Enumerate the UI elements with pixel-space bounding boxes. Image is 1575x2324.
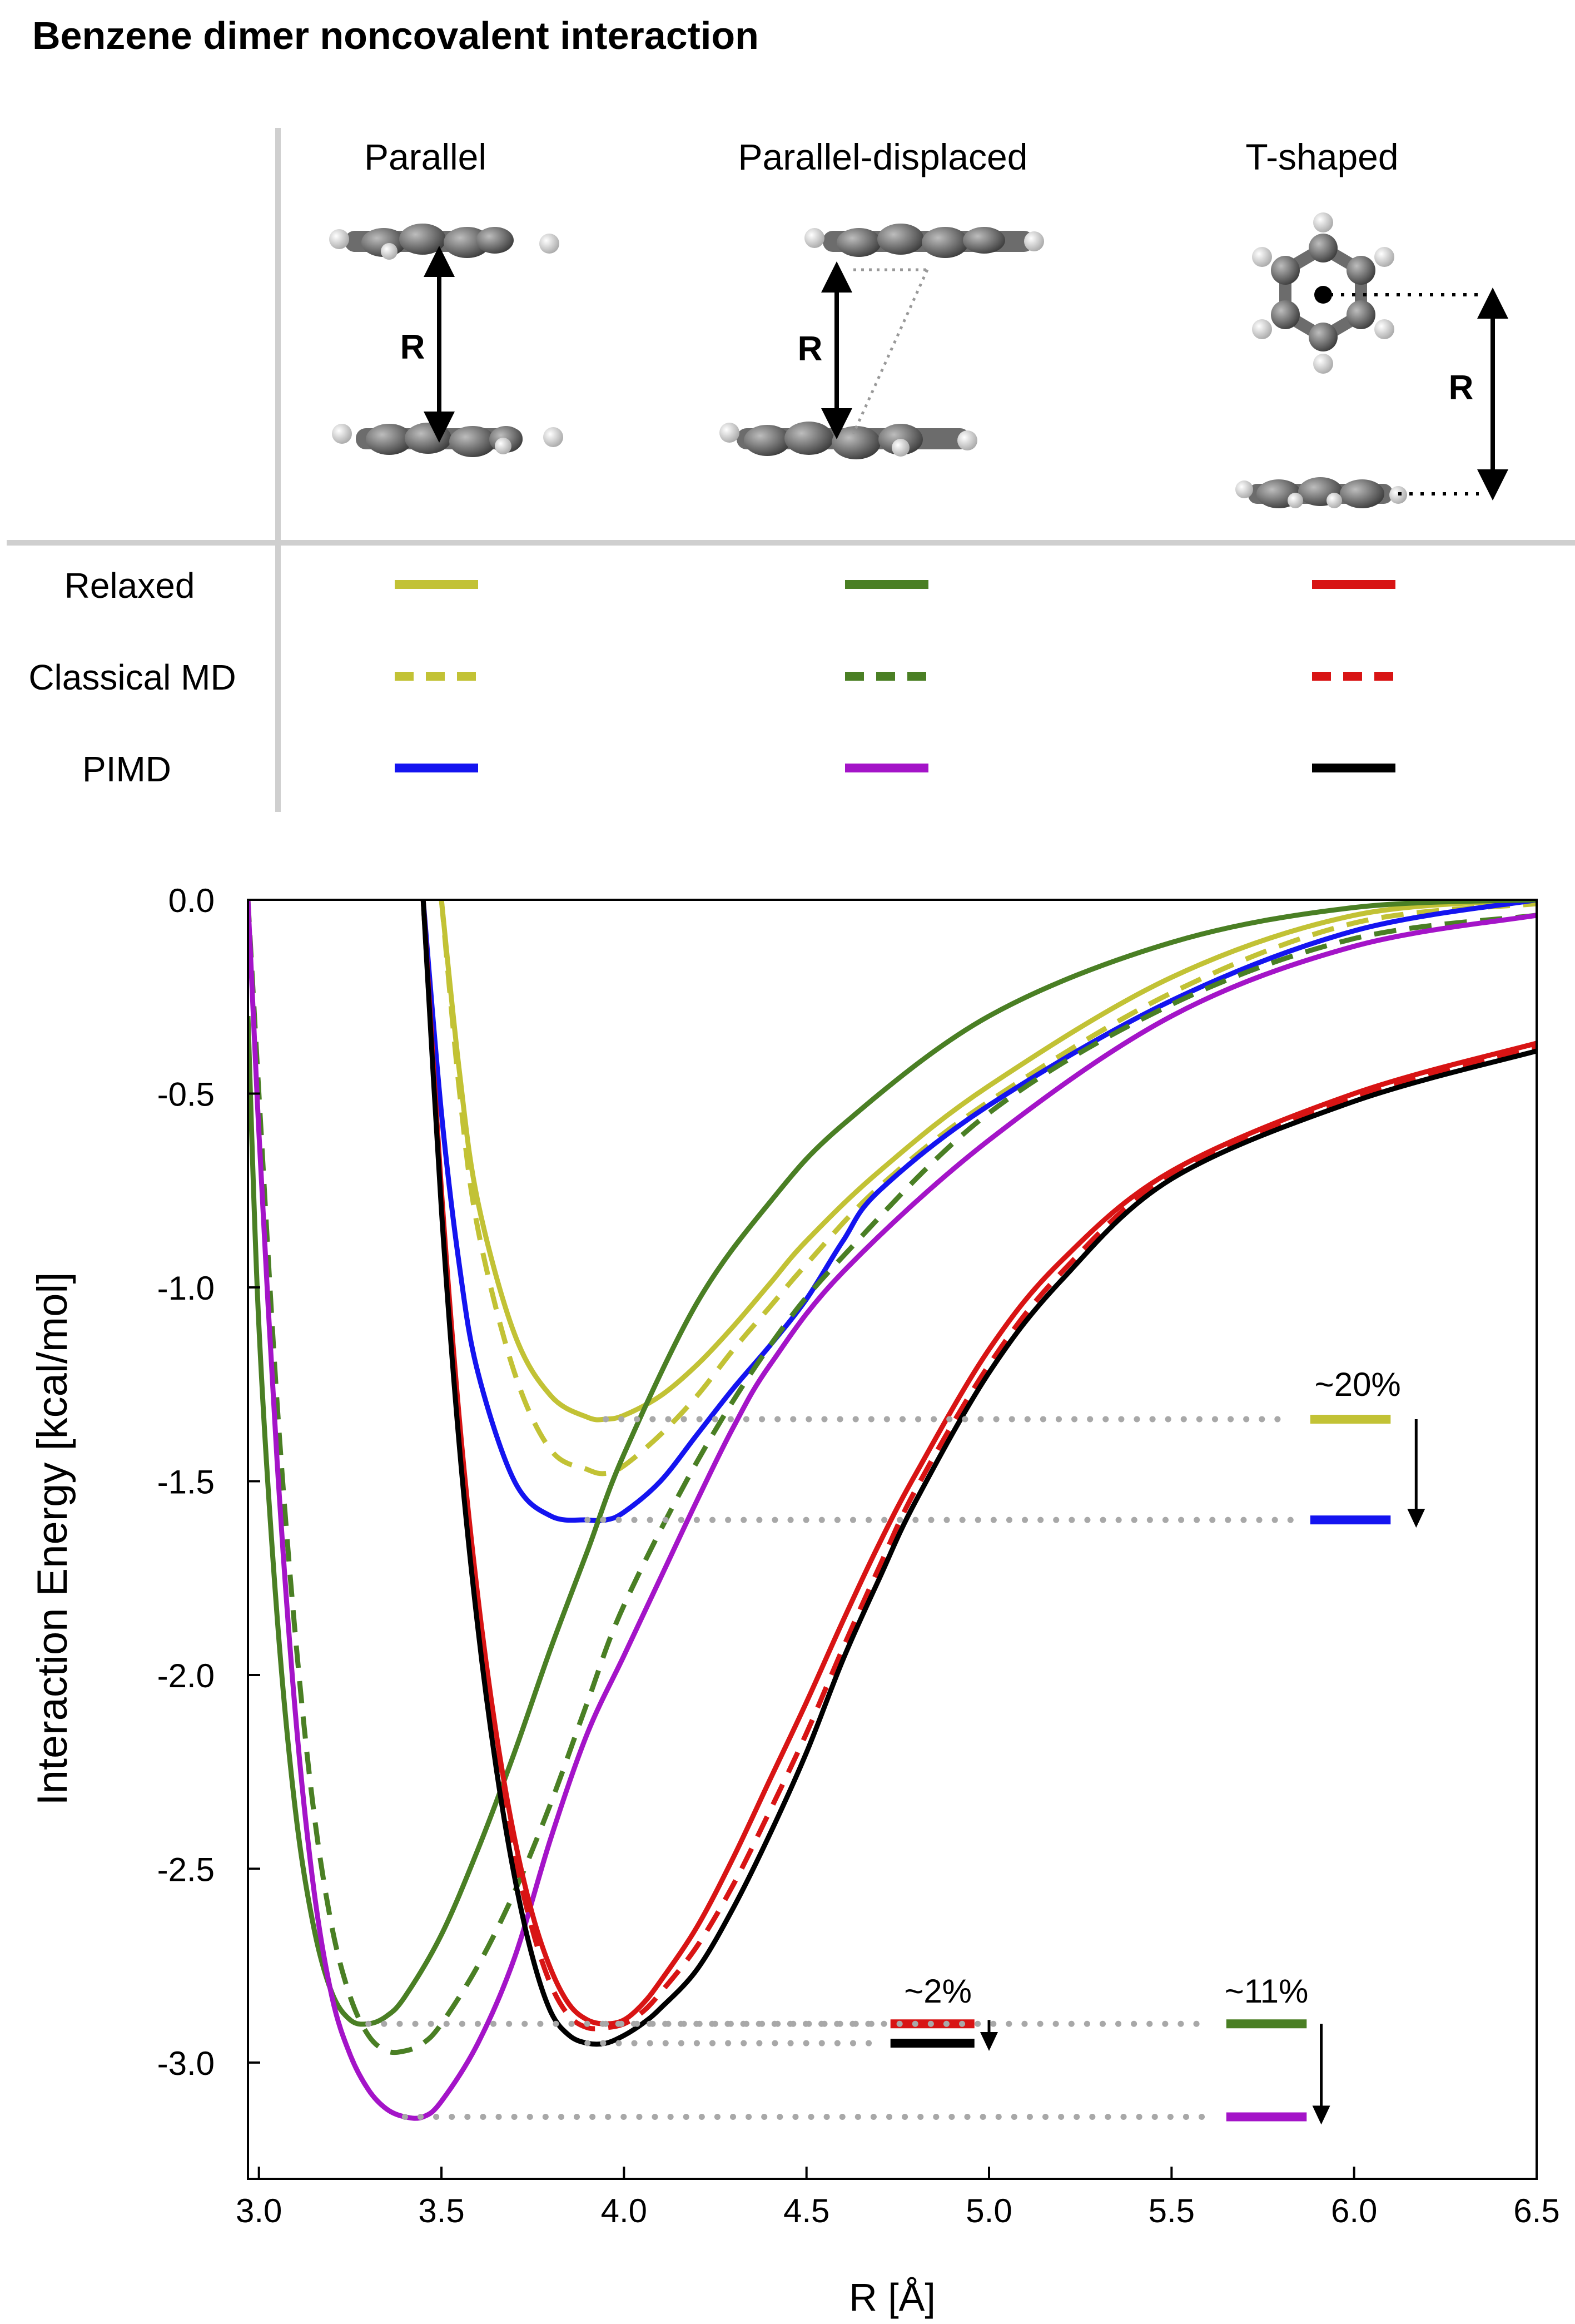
minimum-annotations: ~20% ~2% ~11% bbox=[365, 1366, 1425, 2125]
series-line-t-shaped-pimd bbox=[420, 900, 1537, 2047]
x-tick-label: 3.0 bbox=[236, 2192, 282, 2229]
x-axis-label: R [Å] bbox=[849, 2276, 936, 2319]
series-line-parallel-relaxed bbox=[439, 900, 1537, 1423]
x-tick-label: 3.5 bbox=[418, 2192, 464, 2229]
y-tick-label: -0.5 bbox=[157, 1076, 215, 1113]
benzene-molecule-bottom bbox=[719, 422, 977, 459]
plot-frame bbox=[247, 899, 1538, 2180]
figure-title: Benzene dimer noncovalent interaction bbox=[32, 14, 759, 57]
x-tick-label: 6.5 bbox=[1513, 2192, 1559, 2229]
x-tick-label: 6.0 bbox=[1331, 2192, 1377, 2229]
benzene-molecule-top bbox=[804, 224, 1044, 258]
x-tick-label: 5.5 bbox=[1149, 2192, 1195, 2229]
plot-area: ~20% ~2% ~11% 3.0 3.5 4.0 4.5 5.0 5.5 6.0 6.5 0.0 -… bbox=[157, 882, 1560, 2229]
change-arrow-head bbox=[980, 2032, 998, 2051]
percent-change-t-shaped: ~2% bbox=[904, 1973, 972, 2010]
geometry-label-parallel-displaced: Parallel-displaced bbox=[738, 136, 1028, 177]
series-line-parallel-displaced-classical-md bbox=[248, 900, 1537, 2055]
method-label-relaxed: Relaxed bbox=[64, 566, 195, 606]
y-tick-label: -2.0 bbox=[157, 1657, 215, 1694]
percent-change-parallel-displaced: ~11% bbox=[1225, 1973, 1309, 2010]
curves bbox=[248, 900, 1537, 2121]
benzene-molecule-flat bbox=[1235, 477, 1407, 508]
axis-ticks: 3.0 3.5 4.0 4.5 5.0 5.5 6.0 6.5 0.0 -0.5 -1.0 -1.5 -… bbox=[157, 882, 1560, 2229]
method-label-classical-md: Classical MD bbox=[28, 657, 236, 697]
series-line-parallel-pimd bbox=[420, 900, 1537, 1524]
y-tick-label: -2.5 bbox=[157, 1851, 215, 1888]
x-tick-label: 4.0 bbox=[601, 2192, 647, 2229]
displacement-guide-line bbox=[852, 269, 929, 435]
geometry-label-parallel: Parallel bbox=[364, 136, 486, 177]
change-arrow-head bbox=[1407, 1509, 1425, 1528]
y-tick-label: 0.0 bbox=[168, 882, 215, 919]
series-line-parallel-displaced-relaxed bbox=[248, 900, 1537, 2027]
y-tick-label: -1.0 bbox=[157, 1270, 215, 1307]
benzene-molecule-bottom bbox=[332, 423, 563, 457]
distance-label: R bbox=[1449, 369, 1474, 407]
ring-center-dot bbox=[1314, 286, 1332, 304]
series-line-parallel-classical-md bbox=[439, 900, 1537, 1476]
parallel-dimer-illustration: R bbox=[329, 224, 563, 457]
series-line-t-shaped-classical-md bbox=[420, 900, 1537, 2031]
method-label-pimd: PIMD bbox=[82, 749, 171, 789]
y-tick-label: -1.5 bbox=[157, 1463, 215, 1500]
legend-swatches bbox=[395, 580, 1395, 772]
change-arrow-head bbox=[1312, 2105, 1330, 2125]
benzene-molecule-upright bbox=[1252, 212, 1394, 374]
y-axis-label: Interaction Energy [kcal/mol] bbox=[29, 1272, 76, 1806]
distance-label: R bbox=[400, 328, 425, 366]
benzene-molecule-top bbox=[329, 224, 559, 260]
y-tick-label: -3.0 bbox=[157, 2045, 215, 2082]
series-line-parallel-displaced-pimd bbox=[248, 900, 1537, 2121]
geometry-label-t-shaped: T-shaped bbox=[1245, 136, 1398, 177]
series-line-t-shaped-relaxed bbox=[420, 900, 1537, 2026]
distance-label: R bbox=[798, 330, 823, 368]
parallel-displaced-dimer-illustration: R bbox=[719, 224, 1044, 459]
t-shaped-dimer-illustration: R bbox=[1235, 212, 1508, 508]
x-tick-label: 4.5 bbox=[783, 2192, 829, 2229]
x-tick-label: 5.0 bbox=[966, 2192, 1012, 2229]
percent-change-parallel: ~20% bbox=[1315, 1366, 1401, 1403]
